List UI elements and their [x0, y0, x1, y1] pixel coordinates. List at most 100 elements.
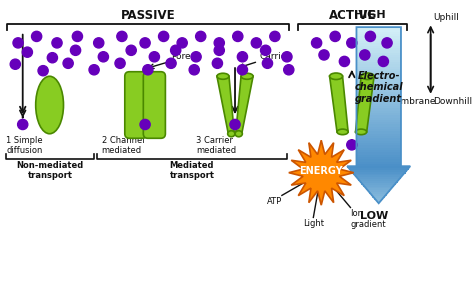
Bar [356, 159, 401, 162]
Bar [350, 170, 407, 172]
Text: Light: Light [303, 219, 324, 228]
Bar [356, 85, 401, 87]
Polygon shape [236, 76, 253, 134]
Bar [356, 41, 401, 43]
Circle shape [143, 65, 153, 75]
Bar [356, 129, 401, 131]
Bar [363, 185, 394, 186]
Text: Uphill: Uphill [433, 12, 459, 21]
Circle shape [22, 47, 32, 57]
Bar [356, 46, 401, 48]
Circle shape [89, 65, 99, 75]
Bar [356, 122, 401, 124]
Bar [356, 30, 401, 32]
Bar [356, 104, 401, 106]
Text: Electro-
chemical
gradient: Electro- chemical gradient [355, 71, 403, 104]
Text: Ion
gradient: Ion gradient [350, 209, 386, 229]
Bar [356, 162, 401, 164]
Circle shape [126, 45, 137, 55]
Bar [356, 136, 401, 138]
Circle shape [270, 31, 280, 41]
Ellipse shape [361, 73, 374, 79]
Ellipse shape [241, 73, 253, 79]
Bar [356, 62, 401, 64]
Text: Non-mediated
transport: Non-mediated transport [17, 161, 84, 180]
Text: ENERGY: ENERGY [300, 166, 343, 176]
Circle shape [38, 66, 48, 76]
Circle shape [52, 38, 62, 48]
Circle shape [171, 45, 181, 55]
Circle shape [339, 56, 349, 66]
Bar [356, 55, 401, 57]
Circle shape [73, 31, 82, 41]
Text: Carrier: Carrier [259, 52, 290, 61]
Circle shape [117, 31, 127, 41]
Circle shape [237, 52, 247, 62]
Circle shape [13, 38, 23, 48]
Circle shape [31, 31, 42, 41]
Bar [355, 175, 402, 177]
Circle shape [212, 58, 222, 68]
Circle shape [382, 38, 392, 48]
Circle shape [10, 59, 20, 69]
Circle shape [63, 58, 73, 68]
Bar [356, 76, 401, 78]
Circle shape [158, 31, 169, 41]
Bar [356, 37, 401, 39]
Circle shape [94, 38, 104, 48]
Ellipse shape [356, 129, 367, 135]
Polygon shape [329, 76, 348, 132]
Text: Pore: Pore [171, 52, 191, 61]
Bar [360, 181, 398, 183]
Bar [356, 138, 401, 141]
Circle shape [347, 140, 357, 150]
Bar [356, 177, 401, 179]
Bar [368, 190, 390, 192]
Bar [356, 94, 401, 97]
Circle shape [365, 31, 375, 41]
Bar [356, 106, 401, 108]
Bar [356, 48, 401, 50]
FancyBboxPatch shape [143, 72, 165, 138]
Text: PASSIVE: PASSIVE [120, 10, 175, 23]
Text: 2 Channel
mediated: 2 Channel mediated [101, 136, 144, 155]
Circle shape [115, 58, 125, 68]
Bar [356, 73, 401, 76]
Bar [377, 202, 380, 203]
Bar [356, 80, 401, 83]
Ellipse shape [235, 131, 242, 137]
Polygon shape [217, 76, 234, 134]
Text: 3 Carrier
mediated: 3 Carrier mediated [196, 136, 236, 155]
Circle shape [214, 45, 224, 55]
Circle shape [149, 52, 159, 62]
Bar [356, 134, 401, 136]
Text: ATP: ATP [267, 197, 282, 206]
Bar [356, 113, 401, 115]
Bar [352, 172, 406, 174]
Bar [356, 52, 401, 55]
Bar [356, 83, 401, 85]
Bar [356, 92, 401, 94]
Bar [356, 143, 401, 145]
Bar [358, 179, 399, 181]
FancyBboxPatch shape [125, 72, 147, 138]
Text: 1 Simple
diffusion: 1 Simple diffusion [6, 136, 43, 155]
Bar [356, 110, 401, 113]
Bar [356, 101, 401, 104]
Polygon shape [356, 76, 374, 132]
Bar [356, 57, 401, 59]
Bar [375, 200, 382, 202]
Bar [356, 43, 401, 46]
Circle shape [251, 38, 262, 48]
Bar [365, 186, 393, 188]
Circle shape [140, 119, 150, 130]
Bar [356, 90, 401, 92]
Bar [356, 152, 401, 155]
Circle shape [18, 119, 28, 130]
Ellipse shape [329, 73, 343, 79]
Bar [374, 198, 383, 200]
Circle shape [360, 50, 370, 60]
Bar [356, 32, 401, 34]
Circle shape [191, 52, 201, 62]
Bar [356, 71, 401, 73]
